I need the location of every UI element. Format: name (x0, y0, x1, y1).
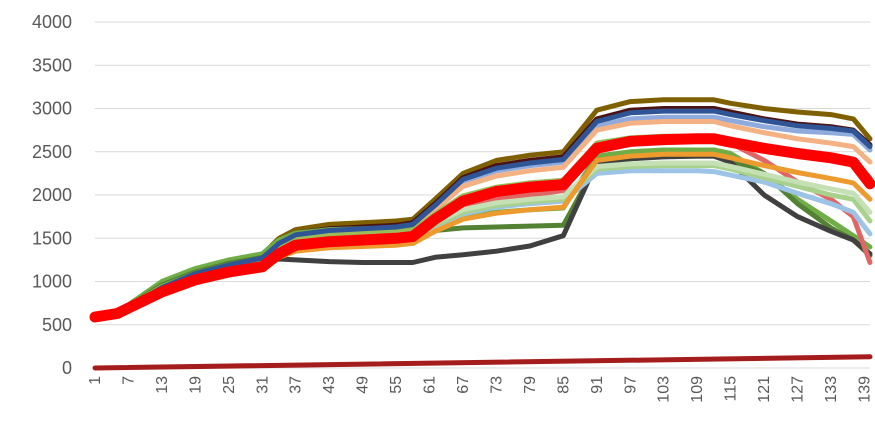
x-tick-label: 109 (689, 376, 706, 403)
y-tick-label: 3500 (32, 55, 72, 75)
series-line-15 (89, 133, 875, 323)
series-lines (89, 97, 875, 371)
x-tick-label: 13 (154, 376, 171, 394)
y-tick-label: 1500 (32, 228, 72, 248)
x-tick-label: 97 (622, 376, 639, 394)
x-tick-label: 37 (288, 376, 305, 394)
x-tick-label: 91 (589, 376, 606, 394)
x-tick-label: 61 (422, 376, 439, 394)
x-tick-label: 133 (823, 376, 840, 403)
x-tick-label: 25 (221, 376, 238, 394)
x-tick-label: 67 (455, 376, 472, 394)
x-tick-label: 31 (254, 376, 271, 394)
x-tick-label: 85 (555, 376, 572, 394)
x-tick-label: 55 (388, 376, 405, 394)
x-tick-label: 19 (187, 376, 204, 394)
y-tick-label: 4000 (32, 12, 72, 32)
series-line-16 (92, 354, 873, 371)
x-tick-label: 1 (87, 376, 104, 385)
x-tick-label: 115 (723, 376, 740, 402)
x-tick-label: 73 (488, 376, 505, 394)
x-tick-label: 121 (756, 376, 773, 403)
series-line-14 (92, 108, 873, 320)
y-axis-ticks: 0 500 1000 1500 2000 2500 3000 3500 4000 (32, 12, 72, 378)
x-tick-label: 103 (656, 376, 673, 403)
y-tick-label: 0 (62, 358, 72, 378)
x-tick-label: 127 (790, 376, 807, 403)
x-tick-label: 139 (856, 376, 873, 403)
y-tick-label: 1000 (32, 272, 72, 292)
y-tick-label: 2000 (32, 185, 72, 205)
x-tick-label: 7 (120, 376, 137, 385)
y-tick-label: 3000 (32, 99, 72, 119)
y-tick-label: 500 (42, 315, 72, 335)
y-tick-label: 2500 (32, 142, 72, 162)
x-axis-ticks: 1 7 13 19 25 31 37 43 49 55 61 67 73 79 85 91 97 103 109 11… (87, 376, 873, 403)
x-tick-label: 43 (321, 376, 338, 394)
x-tick-label: 79 (522, 376, 539, 394)
x-tick-label: 49 (355, 376, 372, 394)
